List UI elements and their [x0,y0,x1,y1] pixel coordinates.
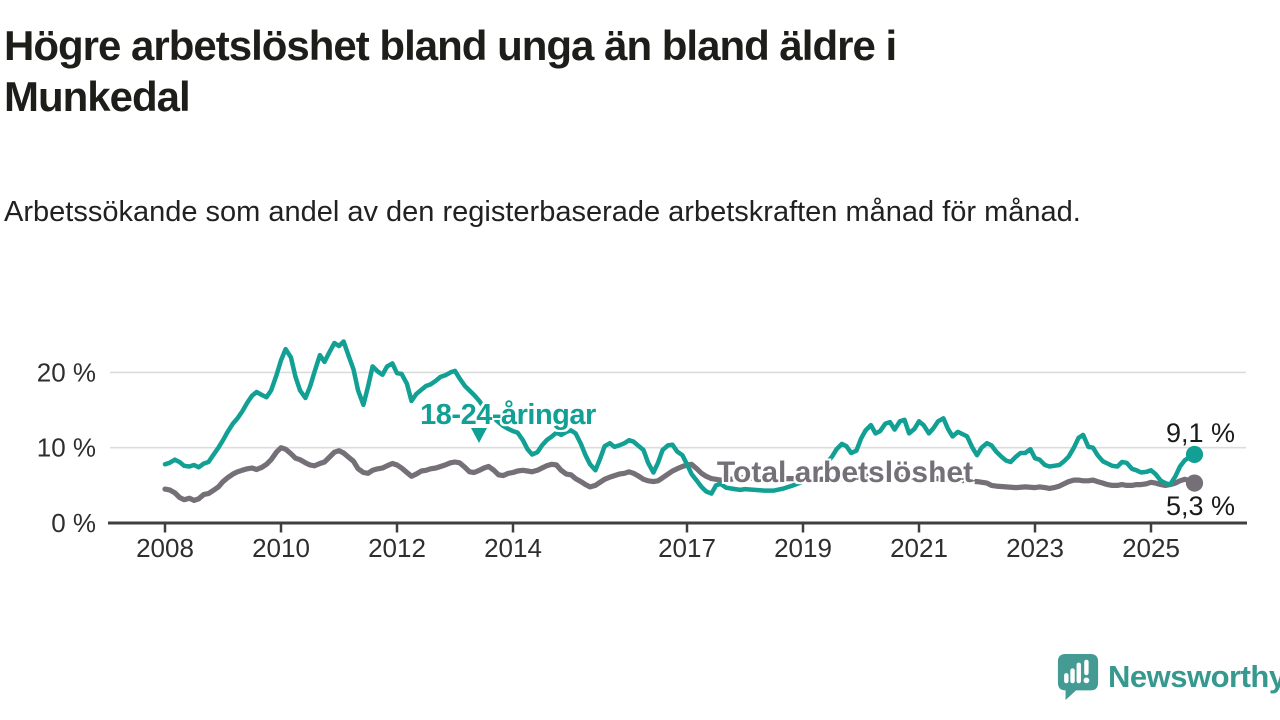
end-value-label-total: 5,3 % [1166,491,1236,521]
total-line [162,445,1198,503]
newsworthy-logo-text: Newsworthy [1108,659,1280,694]
x-tick-label: 2021 [890,533,948,563]
youth-line [162,339,1197,496]
series-label-total: Total arbetslöshet [716,456,974,489]
end-value-label-youth: 9,1 % [1166,418,1236,448]
page-title-line-1: Högre arbetslöshet bland unga än bland ä… [4,22,897,69]
newsworthy-logo-icon [1057,654,1099,700]
x-tick-label: 2025 [1122,533,1180,563]
page-title: Högre arbetslöshet bland unga än bland ä… [4,20,897,122]
x-tick-label: 2010 [252,533,310,563]
x-tick-label: 2023 [1006,533,1064,563]
youth-line-end-dot [1185,445,1204,464]
y-tick-label: 20 % [37,357,96,387]
x-tick-label: 2019 [774,533,832,563]
x-tick-label: 2014 [484,533,542,563]
arrow-down-icon [471,428,487,443]
total-line-end-dot [1185,474,1204,492]
x-tick-label: 2012 [368,533,426,563]
y-tick-label: 10 % [37,433,96,463]
x-tick-label: 2008 [136,533,194,563]
page-title-line-2: Munkedal [4,73,191,120]
chart-subtitle: Arbetssökande som andel av den registerb… [4,196,1081,228]
x-tick-label: 2017 [658,533,716,563]
series-label-youth: 18-24-åringar [420,399,596,431]
y-tick-label: 0 % [51,508,96,538]
newsworthy-logo: Newsworthy [1056,652,1280,702]
